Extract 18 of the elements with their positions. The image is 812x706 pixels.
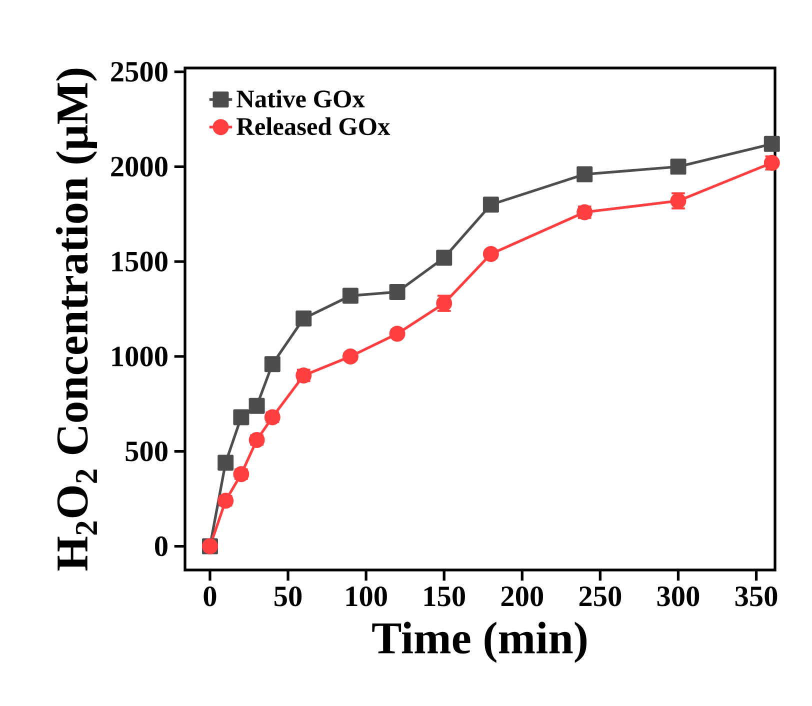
legend-label: Released GOx [236,117,390,136]
y-tick-label: 1500 [112,252,168,272]
x-tick-label: 50 [274,586,302,606]
x-tick-label: 350 [735,586,778,606]
y-tick-label: 2000 [111,156,168,177]
y-tick-label: 1000 [112,346,168,366]
x-tick-label: 0 [204,586,216,606]
x-tick-label: 100 [346,586,387,606]
x-tick-label: 200 [501,586,544,606]
y-tick-label: 2500 [111,62,168,82]
x-tick-label: 300 [657,586,700,606]
x-tick-label: 250 [579,586,622,606]
legend-label: Native GOx [236,90,365,108]
x-axis-title: Time (min) [372,622,586,663]
y-axis-title: H$_{2}$O$_{2}$ Concentration (μM) [56,68,98,570]
y-tick-label: 500 [126,441,168,462]
x-tick-label: 150 [424,586,465,606]
y-tick-label: 0 [155,536,168,556]
